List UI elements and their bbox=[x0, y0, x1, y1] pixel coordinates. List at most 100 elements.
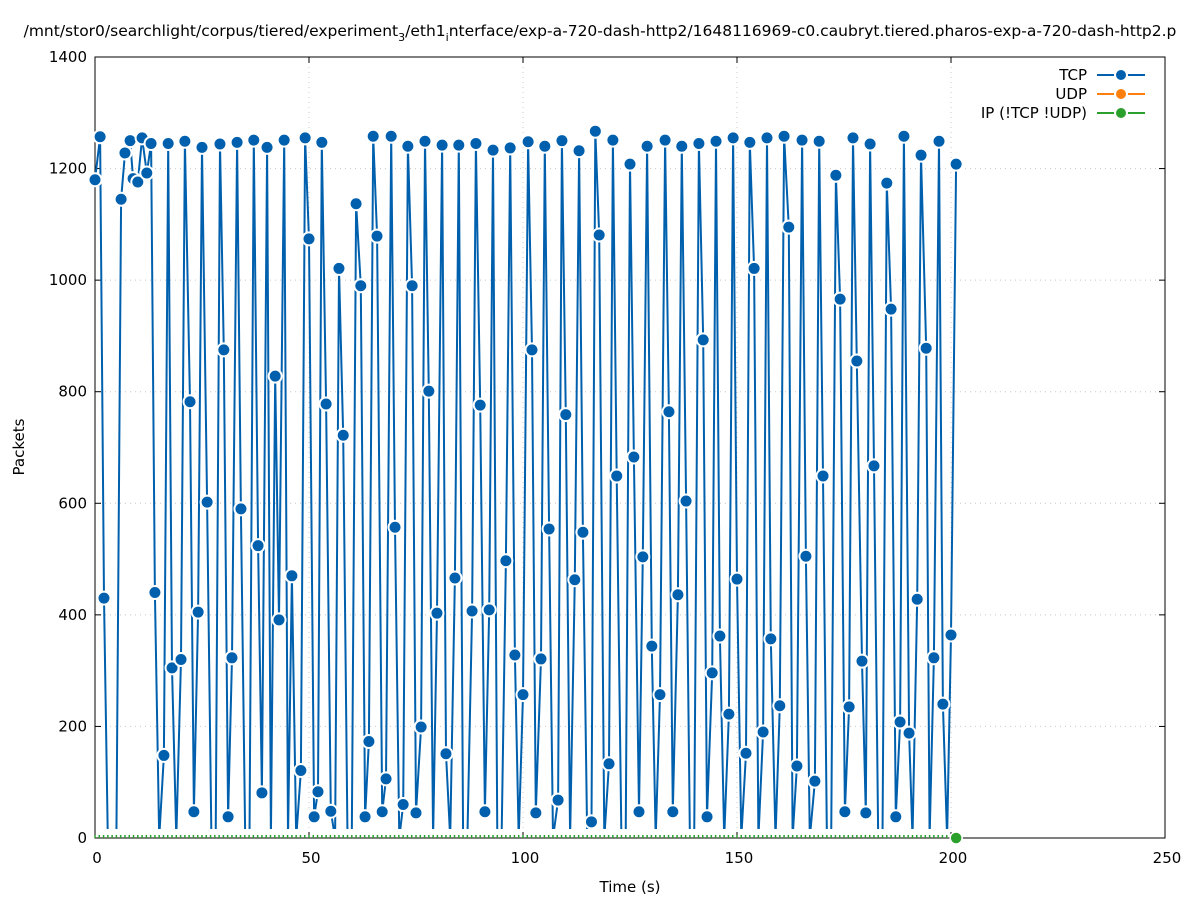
data-point bbox=[374, 804, 390, 820]
x-tick-label: 200 bbox=[939, 849, 968, 867]
data-point bbox=[365, 128, 381, 144]
data-point bbox=[626, 449, 642, 465]
data-point bbox=[498, 553, 514, 569]
axes: 0 50 100 150 200 250 0 200 400 600 800 1000 1200 1400 bbox=[49, 48, 1182, 867]
data-point bbox=[631, 804, 647, 820]
data-point bbox=[220, 809, 236, 825]
data-point bbox=[725, 130, 741, 146]
data-point bbox=[293, 762, 309, 778]
x-tick-label: 150 bbox=[725, 849, 754, 867]
data-point bbox=[528, 805, 544, 821]
data-point bbox=[781, 219, 797, 235]
y-tick-label: 0 bbox=[77, 829, 87, 847]
data-point bbox=[143, 135, 159, 151]
data-point bbox=[567, 572, 583, 588]
data-point bbox=[845, 130, 861, 146]
data-point bbox=[429, 605, 445, 621]
data-point bbox=[943, 627, 959, 643]
data-point bbox=[558, 407, 574, 423]
data-point bbox=[583, 814, 599, 830]
data-point bbox=[776, 128, 792, 144]
data-point bbox=[472, 397, 488, 413]
data-point bbox=[259, 139, 275, 155]
data-point bbox=[92, 129, 108, 145]
data-point bbox=[609, 468, 625, 484]
data-point bbox=[935, 696, 951, 712]
data-point bbox=[421, 383, 437, 399]
data-point bbox=[533, 651, 549, 667]
data-point bbox=[250, 538, 266, 554]
data-point bbox=[182, 394, 198, 410]
data-point bbox=[301, 231, 317, 247]
data-point bbox=[866, 458, 882, 474]
data-point bbox=[271, 612, 287, 628]
data-point bbox=[122, 133, 138, 149]
data-point bbox=[515, 687, 531, 703]
data-point bbox=[591, 227, 607, 243]
data-point bbox=[759, 130, 775, 146]
data-point bbox=[926, 650, 942, 666]
data-point bbox=[113, 191, 129, 207]
data-point bbox=[233, 501, 249, 517]
data-point bbox=[387, 519, 403, 535]
data-point bbox=[841, 699, 857, 715]
data-point bbox=[644, 638, 660, 654]
series-line bbox=[95, 131, 958, 829]
data-point bbox=[815, 468, 831, 484]
legend-label: IP (!TCP !UDP) bbox=[981, 104, 1087, 122]
data-point bbox=[862, 136, 878, 152]
data-point bbox=[789, 758, 805, 774]
y-tick-label: 600 bbox=[58, 494, 87, 512]
x-tick-label: 100 bbox=[511, 849, 540, 867]
data-point bbox=[931, 133, 947, 149]
data-point bbox=[892, 714, 908, 730]
y-axis-label: Packets bbox=[10, 418, 28, 475]
data-point bbox=[691, 135, 707, 151]
data-point bbox=[417, 133, 433, 149]
data-point bbox=[918, 340, 934, 356]
data-point bbox=[571, 143, 587, 159]
data-point bbox=[708, 133, 724, 149]
data-point bbox=[738, 745, 754, 761]
data-point bbox=[96, 590, 112, 606]
data-point bbox=[721, 706, 737, 722]
legend-item: IP (!TCP !UDP) bbox=[981, 104, 1145, 122]
data-point bbox=[369, 228, 385, 244]
data-point bbox=[267, 368, 283, 384]
data-point bbox=[477, 804, 493, 820]
legend-marker bbox=[1114, 106, 1128, 120]
data-point bbox=[605, 132, 621, 148]
data-point bbox=[755, 724, 771, 740]
data-point bbox=[699, 809, 715, 825]
legend-item: TCP bbox=[1058, 66, 1145, 84]
data-point bbox=[447, 570, 463, 586]
chart-title: /mnt/stor0/searchlight/corpus/tiered/exp… bbox=[24, 22, 1177, 44]
y-tick-label: 200 bbox=[58, 717, 87, 735]
data-point bbox=[909, 591, 925, 607]
data-point bbox=[635, 549, 651, 565]
data-point bbox=[400, 138, 416, 154]
data-point bbox=[537, 138, 553, 154]
data-point bbox=[173, 651, 189, 667]
data-point bbox=[674, 138, 690, 154]
data-point bbox=[712, 628, 728, 644]
data-point bbox=[587, 123, 603, 139]
legend-label: UDP bbox=[1055, 85, 1087, 103]
data-point bbox=[383, 128, 399, 144]
data-point bbox=[807, 773, 823, 789]
data-point bbox=[849, 353, 865, 369]
x-axis-label: Time (s) bbox=[599, 878, 661, 896]
data-point bbox=[661, 404, 677, 420]
data-point bbox=[901, 725, 917, 741]
x-tick-label: 250 bbox=[1153, 849, 1182, 867]
data-point bbox=[524, 342, 540, 358]
data-point bbox=[413, 719, 429, 735]
data-point bbox=[794, 132, 810, 148]
data-point bbox=[246, 132, 262, 148]
data-point bbox=[481, 602, 497, 618]
data-point bbox=[652, 687, 668, 703]
data-point bbox=[665, 804, 681, 820]
y-tick-label: 1400 bbox=[49, 48, 87, 66]
data-point bbox=[622, 156, 638, 172]
